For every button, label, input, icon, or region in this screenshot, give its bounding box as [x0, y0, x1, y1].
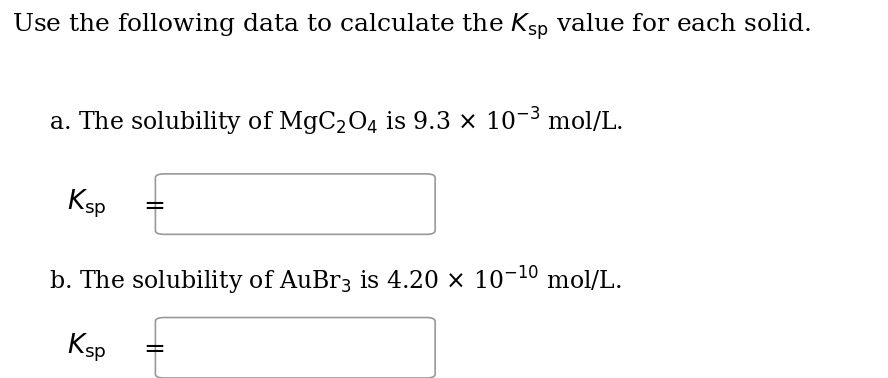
Text: $K_{\mathrm{sp}}$: $K_{\mathrm{sp}}$ [67, 332, 107, 364]
Text: $K_{\mathrm{sp}}$: $K_{\mathrm{sp}}$ [67, 188, 107, 220]
FancyBboxPatch shape [155, 174, 435, 234]
Text: $=$: $=$ [138, 192, 164, 217]
Text: Use the following data to calculate the $K_{\mathrm{sp}}$ value for each solid.: Use the following data to calculate the … [12, 11, 811, 42]
Text: $=$: $=$ [138, 335, 164, 360]
Text: b. The solubility of AuBr$_3$ is 4.20 $\times$ 10$^{-10}$ mol/L.: b. The solubility of AuBr$_3$ is 4.20 $\… [49, 265, 622, 297]
Text: a. The solubility of MgC$_2$O$_4$ is 9.3 $\times$ 10$^{-3}$ mol/L.: a. The solubility of MgC$_2$O$_4$ is 9.3… [49, 106, 623, 138]
FancyBboxPatch shape [155, 318, 435, 378]
